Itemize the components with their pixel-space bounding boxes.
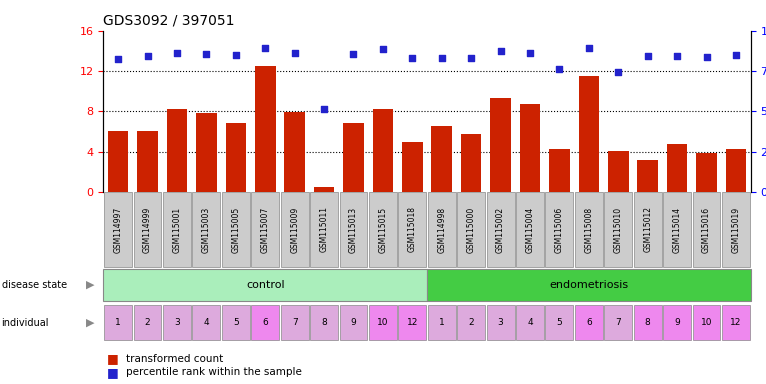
Bar xyxy=(608,151,629,192)
Point xyxy=(700,54,712,60)
Text: 10: 10 xyxy=(701,318,712,327)
Bar xyxy=(255,66,276,192)
Text: 7: 7 xyxy=(292,318,297,327)
Bar xyxy=(696,153,717,192)
Text: ■: ■ xyxy=(107,353,119,366)
Text: transformed count: transformed count xyxy=(126,354,224,364)
Bar xyxy=(314,187,335,192)
Text: ▶: ▶ xyxy=(86,280,95,290)
Text: control: control xyxy=(246,280,284,290)
Point xyxy=(171,50,183,56)
Point xyxy=(289,50,301,56)
Point xyxy=(112,56,124,62)
Text: GSM114999: GSM114999 xyxy=(143,206,152,253)
Text: GSM114997: GSM114997 xyxy=(113,206,123,253)
Text: 5: 5 xyxy=(233,318,239,327)
Point xyxy=(142,53,154,59)
Text: GSM115010: GSM115010 xyxy=(614,206,623,253)
Point xyxy=(465,55,477,61)
Bar xyxy=(402,142,423,192)
Text: GSM115011: GSM115011 xyxy=(319,207,329,252)
Point xyxy=(671,53,683,59)
Text: GSM115000: GSM115000 xyxy=(466,206,476,253)
Bar xyxy=(108,131,129,192)
Bar xyxy=(431,126,452,192)
Text: GDS3092 / 397051: GDS3092 / 397051 xyxy=(103,13,235,27)
Text: GSM115006: GSM115006 xyxy=(555,206,564,253)
Text: GSM115019: GSM115019 xyxy=(732,206,741,253)
Text: 8: 8 xyxy=(321,318,327,327)
Text: 5: 5 xyxy=(557,318,562,327)
Point xyxy=(347,51,359,57)
Text: 6: 6 xyxy=(586,318,592,327)
Point xyxy=(230,52,242,58)
Text: GSM115005: GSM115005 xyxy=(231,206,241,253)
Point xyxy=(642,53,654,59)
Bar xyxy=(196,113,217,192)
Point xyxy=(200,51,212,57)
Bar xyxy=(578,76,599,192)
Text: GSM115003: GSM115003 xyxy=(202,206,211,253)
Point xyxy=(436,55,448,61)
Text: 12: 12 xyxy=(407,318,418,327)
Point xyxy=(553,66,565,72)
Text: GSM115013: GSM115013 xyxy=(349,206,358,253)
Point xyxy=(524,50,536,56)
Text: 3: 3 xyxy=(498,318,503,327)
Text: GSM115014: GSM115014 xyxy=(673,206,682,253)
Point xyxy=(612,69,624,75)
Text: GSM115007: GSM115007 xyxy=(260,206,270,253)
Text: ■: ■ xyxy=(107,366,119,379)
Bar xyxy=(490,98,511,192)
Bar xyxy=(549,149,570,192)
Text: GSM115008: GSM115008 xyxy=(584,206,594,253)
Text: individual: individual xyxy=(2,318,49,328)
Text: 3: 3 xyxy=(174,318,180,327)
Text: 9: 9 xyxy=(674,318,680,327)
Text: 8: 8 xyxy=(645,318,650,327)
Text: 2: 2 xyxy=(468,318,474,327)
Text: 4: 4 xyxy=(204,318,209,327)
Text: GSM115004: GSM115004 xyxy=(525,206,535,253)
Text: GSM115015: GSM115015 xyxy=(378,206,388,253)
Bar xyxy=(284,113,305,192)
Bar xyxy=(461,134,482,192)
Text: GSM115002: GSM115002 xyxy=(496,206,505,253)
Text: 7: 7 xyxy=(615,318,621,327)
Text: percentile rank within the sample: percentile rank within the sample xyxy=(126,367,303,377)
Text: GSM115009: GSM115009 xyxy=(290,206,300,253)
Bar xyxy=(343,124,364,192)
Text: ▶: ▶ xyxy=(86,318,95,328)
Point xyxy=(318,106,330,113)
Point xyxy=(406,55,418,61)
Text: disease state: disease state xyxy=(2,280,67,290)
Text: 1: 1 xyxy=(439,318,444,327)
Text: endometriosis: endometriosis xyxy=(549,280,628,290)
Text: 6: 6 xyxy=(262,318,268,327)
Point xyxy=(495,48,507,54)
Bar xyxy=(167,109,187,192)
Bar xyxy=(519,104,540,192)
Bar xyxy=(637,160,658,192)
Point xyxy=(377,46,389,52)
Text: GSM115018: GSM115018 xyxy=(408,207,417,252)
Bar xyxy=(667,144,687,192)
Text: GSM115016: GSM115016 xyxy=(702,206,711,253)
Bar xyxy=(372,109,393,192)
Text: 4: 4 xyxy=(527,318,533,327)
Bar xyxy=(725,149,746,192)
Bar xyxy=(225,124,246,192)
Bar xyxy=(137,131,158,192)
Text: 9: 9 xyxy=(351,318,356,327)
Text: GSM115012: GSM115012 xyxy=(643,207,652,252)
Text: 10: 10 xyxy=(377,318,388,327)
Point xyxy=(730,52,742,58)
Text: 1: 1 xyxy=(115,318,121,327)
Text: 2: 2 xyxy=(145,318,150,327)
Point xyxy=(259,45,271,51)
Text: GSM114998: GSM114998 xyxy=(437,206,447,253)
Text: GSM115001: GSM115001 xyxy=(172,206,182,253)
Point xyxy=(583,45,595,51)
Text: 12: 12 xyxy=(730,318,741,327)
